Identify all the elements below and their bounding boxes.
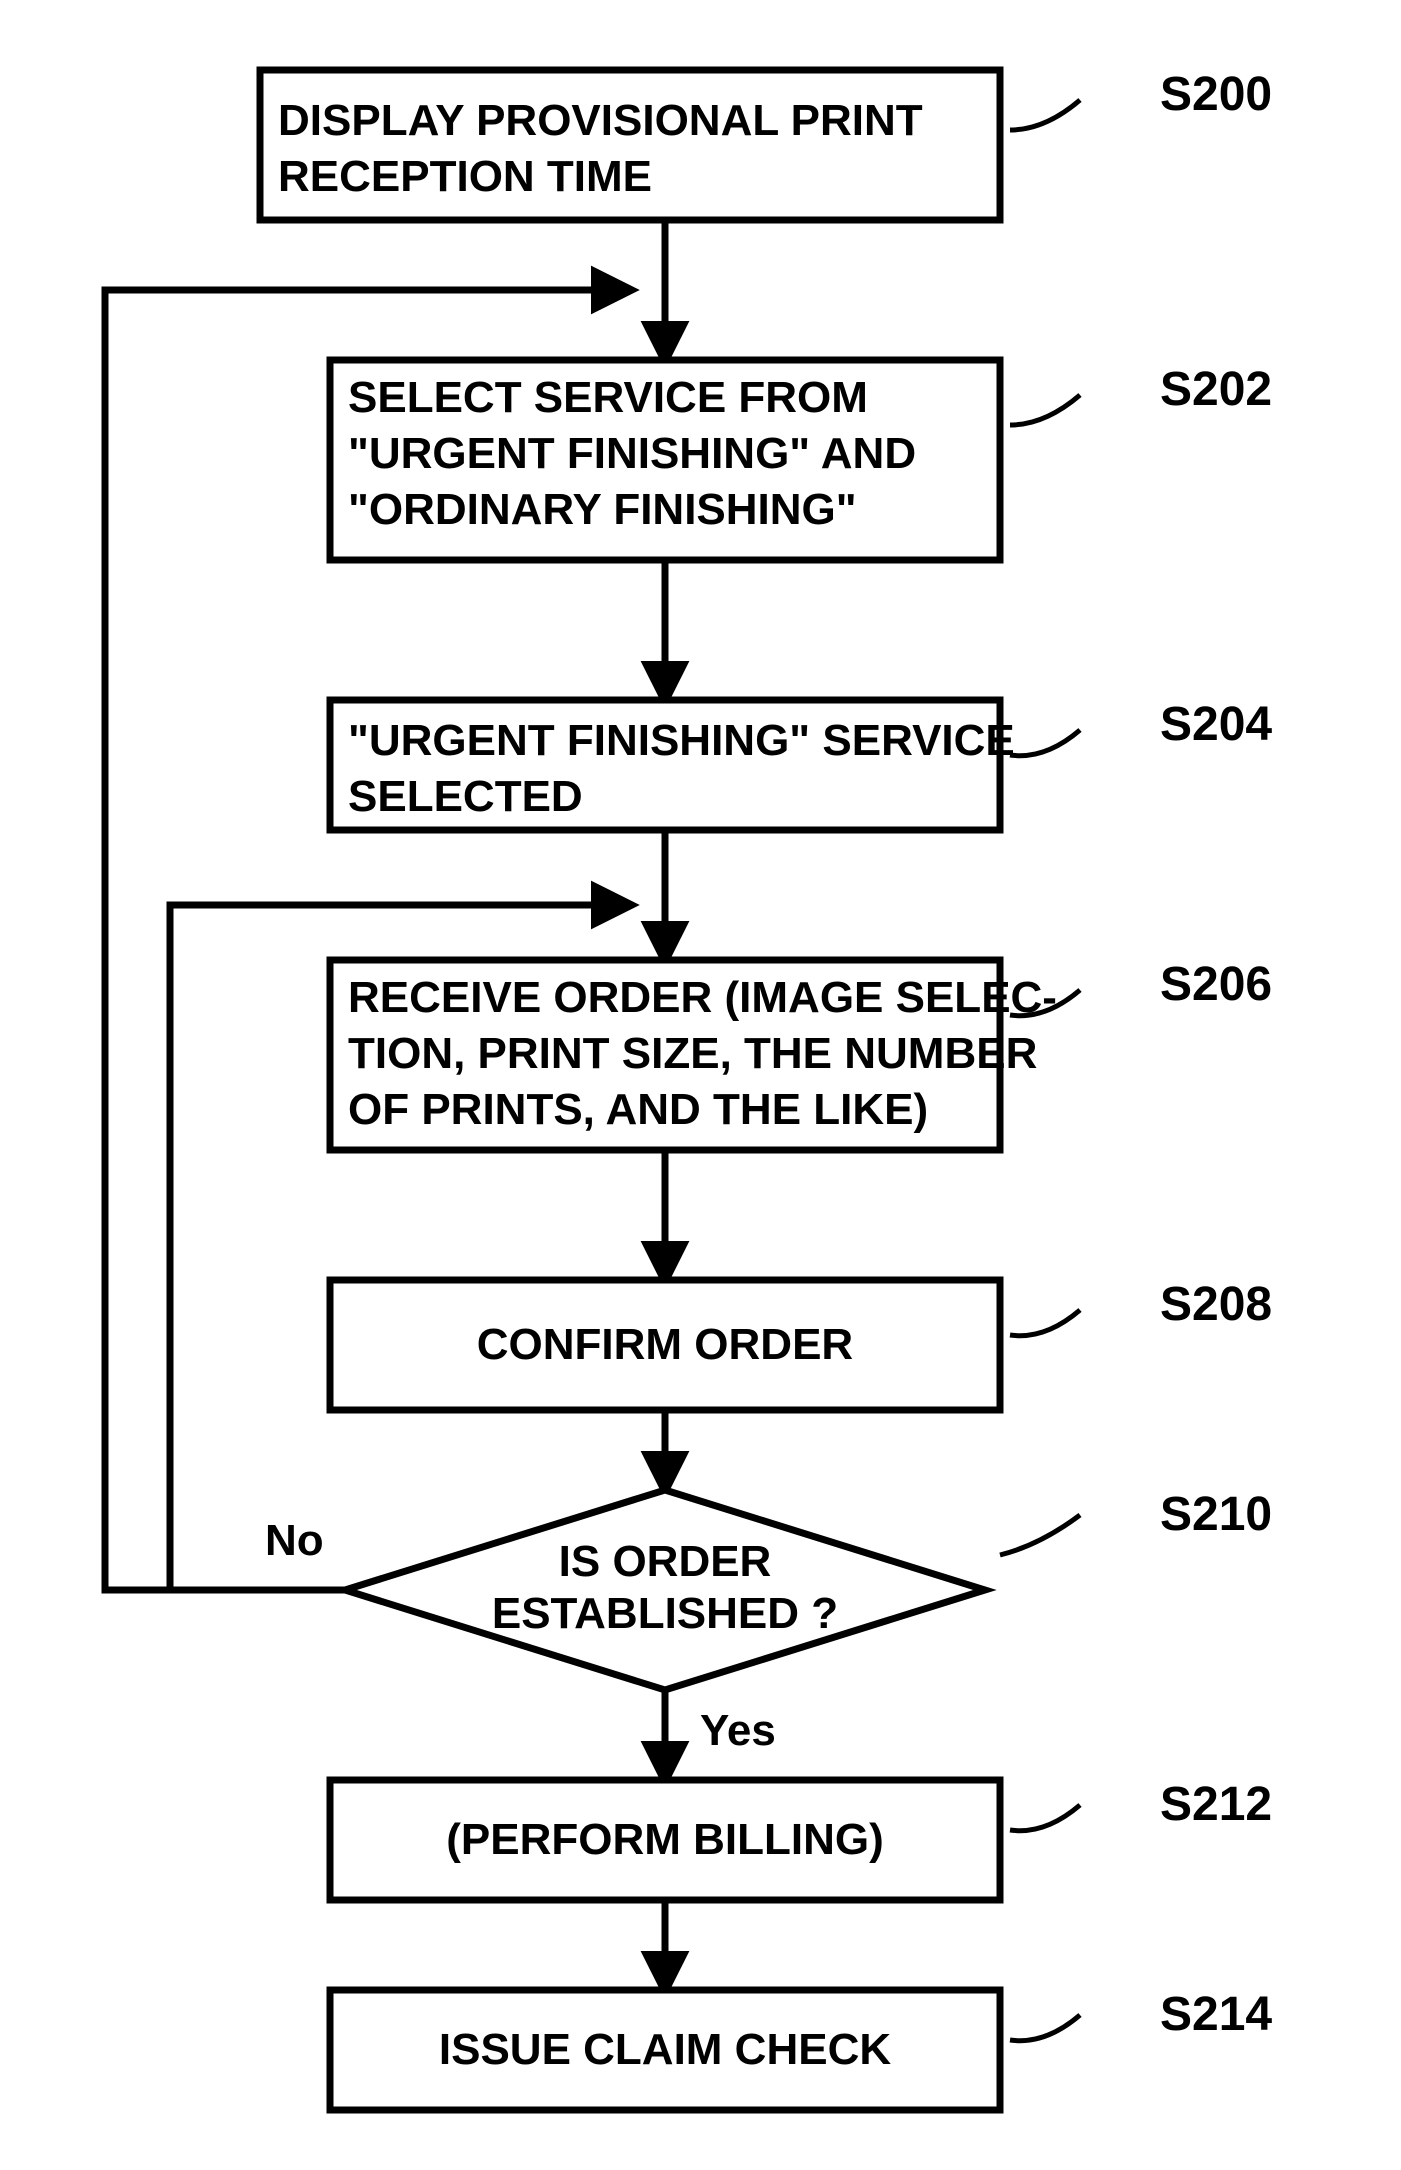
node-text: "URGENT FINISHING" AND (348, 429, 916, 478)
flowchart-diagram: Yes No DISPLAY PROVISIONAL PRINT RECEPTION… (0, 0, 1401, 2170)
node-text: OF PRINTS, AND THE LIKE) (348, 1085, 928, 1134)
node-s208: CONFIRM ORDER (330, 1280, 1000, 1410)
edge-label-yes: Yes (700, 1706, 776, 1755)
step-label-s200: S200 (1160, 68, 1272, 121)
node-text: ESTABLISHED ? (492, 1589, 838, 1638)
node-s212: (PERFORM BILLING) (330, 1780, 1000, 1900)
node-text: SELECT SERVICE FROM (348, 373, 868, 422)
node-s214: ISSUE CLAIM CHECK (330, 1990, 1000, 2110)
label-tick (1000, 1515, 1080, 1555)
label-tick (1010, 100, 1080, 130)
node-s206: RECEIVE ORDER (IMAGE SELEC- TION, PRINT S… (330, 960, 1057, 1150)
node-text: CONFIRM ORDER (477, 1320, 853, 1369)
step-label-s210: S210 (1160, 1488, 1272, 1541)
node-text: (PERFORM BILLING) (446, 1815, 884, 1864)
node-s200: DISPLAY PROVISIONAL PRINT RECEPTION TIME (260, 70, 1000, 220)
step-label-s212: S212 (1160, 1778, 1272, 1831)
node-text: RECEPTION TIME (278, 152, 652, 201)
node-text: DISPLAY PROVISIONAL PRINT (278, 96, 923, 145)
edge-label-no: No (265, 1516, 324, 1565)
label-tick (1010, 730, 1080, 756)
step-label-s208: S208 (1160, 1278, 1272, 1331)
label-tick (1010, 1310, 1080, 1336)
node-s202: SELECT SERVICE FROM "URGENT FINISHING" AN… (330, 360, 1000, 560)
label-tick (1010, 1805, 1080, 1831)
node-text: "URGENT FINISHING" SERVICE (348, 716, 1015, 765)
step-label-s214: S214 (1160, 1988, 1272, 2041)
node-text: RECEIVE ORDER (IMAGE SELEC- (348, 973, 1057, 1022)
node-text: "ORDINARY FINISHING" (348, 485, 857, 534)
node-text: TION, PRINT SIZE, THE NUMBER (348, 1029, 1037, 1078)
label-tick (1010, 2015, 1080, 2041)
node-text: ISSUE CLAIM CHECK (439, 2025, 891, 2074)
label-tick (1010, 395, 1080, 425)
step-label-s204: S204 (1160, 698, 1272, 751)
node-s210: IS ORDERESTABLISHED ? (345, 1490, 985, 1690)
step-label-s206: S206 (1160, 958, 1272, 1011)
node-text: SELECTED (348, 772, 583, 821)
step-label-s202: S202 (1160, 363, 1272, 416)
node-s204: "URGENT FINISHING" SERVICE SELECTED (330, 700, 1015, 830)
node-text: IS ORDER (559, 1537, 772, 1586)
